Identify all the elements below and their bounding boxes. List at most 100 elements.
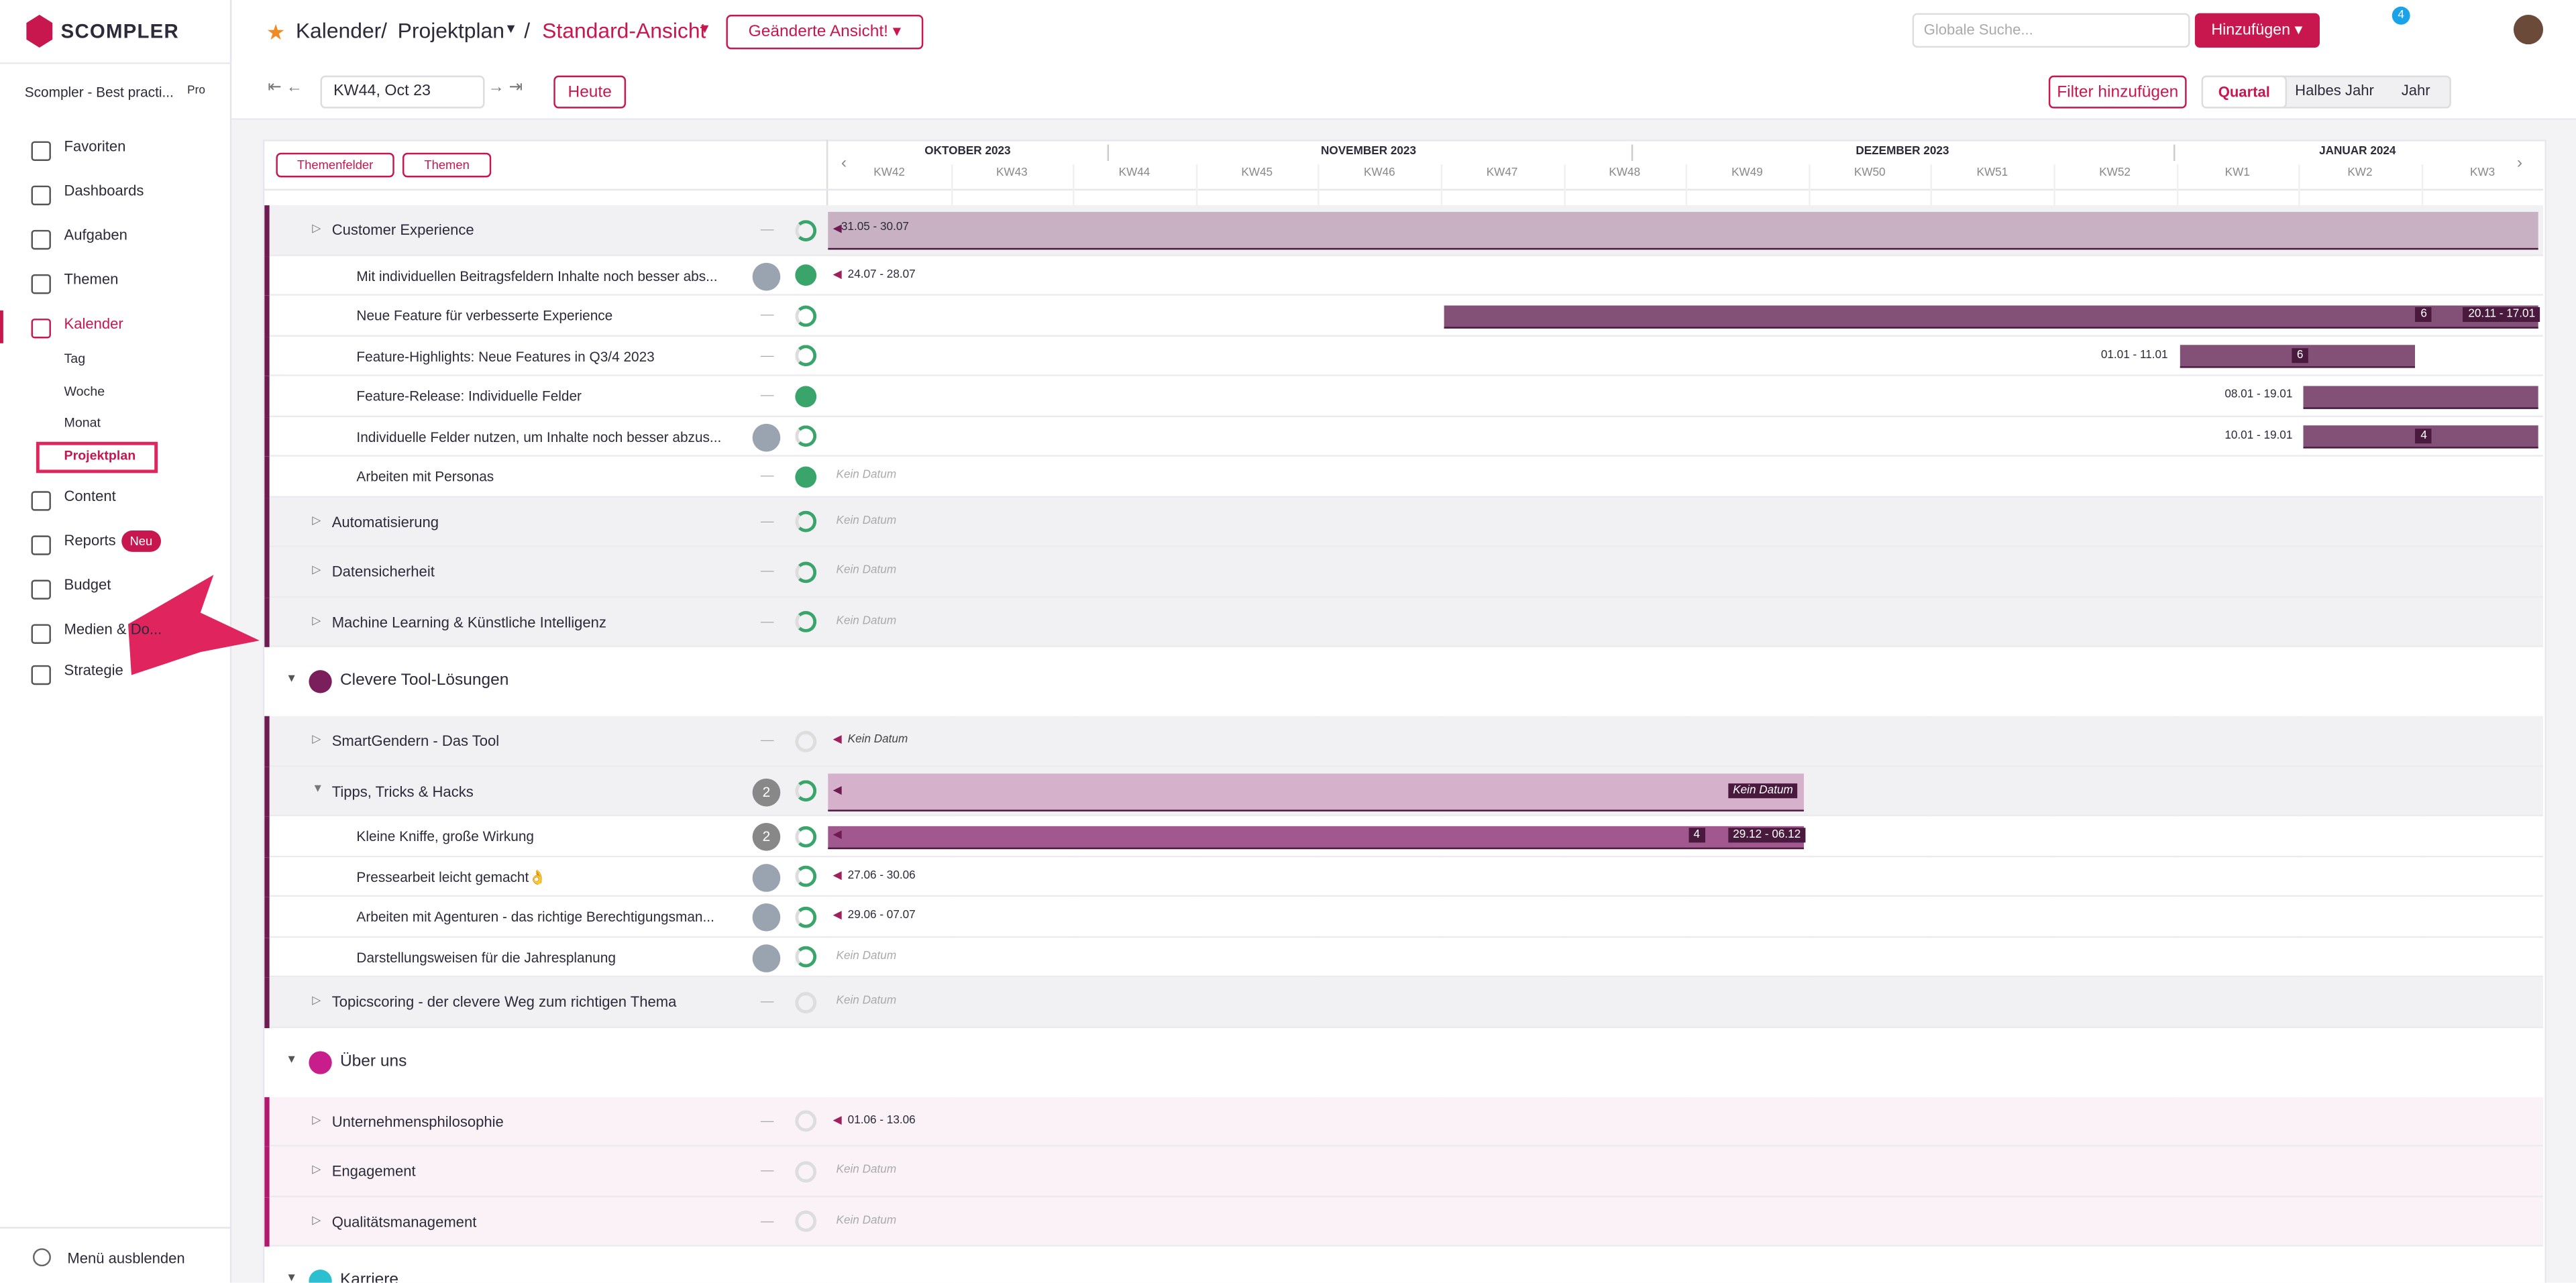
expander[interactable]: ▼ [286, 1272, 298, 1283]
row-accent [264, 456, 270, 497]
row [264, 376, 2544, 416]
sub-item[interactable]: Woche [64, 384, 105, 400]
sub-item[interactable]: Projektplan [64, 448, 136, 463]
filter[interactable]: Filter hinzufügen [2048, 75, 2187, 109]
expander[interactable]: ▷ [312, 223, 321, 235]
expander[interactable]: ▼ [312, 783, 324, 795]
row-accent [264, 816, 270, 857]
row-label[interactable]: Arbeiten mit Agenturen - das richtige Be… [356, 908, 714, 926]
row-label[interactable]: Darstellungsweisen für die Jahresplanung [356, 948, 616, 966]
status [795, 826, 817, 848]
row [264, 416, 2544, 457]
nav-arrows[interactable]: → ⇥ [488, 78, 523, 97]
expander[interactable]: ▷ [312, 1115, 321, 1127]
group-label[interactable]: Karriere [339, 1271, 399, 1283]
nav-arrows[interactable]: ⇤ ← [268, 78, 303, 97]
crumb[interactable]: Projektplan [397, 17, 504, 43]
prev[interactable]: ‹ [841, 154, 847, 173]
row-accent [264, 1096, 270, 1147]
empty: — [760, 347, 774, 363]
expander[interactable]: ▷ [312, 565, 321, 577]
pointer: ◀ [833, 785, 842, 797]
row [264, 1096, 2544, 1147]
row-label[interactable]: Topicscoring - der clevere Weg zum richt… [331, 994, 677, 1011]
row-label[interactable]: Kleine Kniffe, große Wirkung [356, 828, 535, 845]
nav-icon [31, 579, 51, 600]
status [795, 425, 817, 447]
expander[interactable]: ▷ [312, 1215, 321, 1227]
status [795, 991, 817, 1013]
row-accent [264, 496, 270, 547]
search[interactable]: Globale Suche... [1912, 13, 2190, 48]
nav-item[interactable]: Budget [64, 576, 111, 594]
group-label[interactable]: Über uns [339, 1052, 407, 1070]
week-picker[interactable]: KW44, Oct 23 [320, 75, 485, 109]
next[interactable]: › [2516, 154, 2523, 173]
date-label: 24.07 - 28.07 [847, 269, 916, 281]
avatar[interactable] [2513, 15, 2544, 45]
group-label[interactable]: Clevere Tool-Lösungen [339, 671, 509, 690]
view-option[interactable]: Jahr [2401, 82, 2430, 99]
nav-item[interactable]: Favoriten [64, 137, 126, 155]
view-option[interactable]: Quartal [2201, 75, 2287, 109]
empty: — [760, 388, 774, 403]
nav-item[interactable]: Reports [64, 532, 116, 549]
row-label[interactable]: Unternehmensphilosophie [331, 1113, 504, 1130]
field-button[interactable]: Themen [402, 152, 492, 178]
row-label[interactable]: Neue Feature für verbesserte Experience [356, 307, 613, 325]
nav-icon [31, 535, 51, 555]
nav-item[interactable]: Aufgaben [64, 226, 127, 243]
nav-item[interactable]: Themen [64, 271, 119, 288]
bar [1444, 304, 2539, 329]
row-label[interactable]: Feature-Release: Individuelle Felder [356, 388, 582, 405]
sub-item[interactable]: Tag [64, 351, 86, 367]
field-button[interactable]: Themenfelder [276, 152, 394, 178]
expander[interactable]: ▷ [312, 995, 321, 1007]
row-label[interactable]: Automatisierung [331, 513, 439, 531]
workspace[interactable]: Scompler - Best practi... [24, 83, 174, 101]
row-label[interactable]: Individuelle Felder nutzen, um Inhalte n… [356, 428, 722, 445]
nav-icon [31, 319, 51, 339]
separator: / [524, 17, 531, 43]
row-label[interactable]: Mit individuellen Beitragsfeldern Inhalt… [356, 267, 718, 284]
collapse-menu[interactable]: Menü ausblenden [67, 1249, 185, 1267]
add-button[interactable]: Hinzufügen ▾ [2194, 13, 2320, 48]
row-label[interactable]: Engagement [331, 1163, 416, 1180]
status [795, 611, 817, 633]
expander[interactable]: ▷ [312, 734, 321, 746]
crumb[interactable]: Standard-Ansicht [542, 17, 706, 43]
arrow [128, 575, 260, 675]
row-label[interactable]: Datensicherheit [331, 563, 435, 581]
changed-view[interactable]: Geänderte Ansicht! ▾ [726, 15, 924, 50]
group-row [264, 1246, 2544, 1283]
today[interactable]: Heute [553, 75, 627, 109]
view-option[interactable]: Halbes Jahr [2295, 82, 2374, 99]
row-label[interactable]: Arbeiten mit Personas [356, 468, 494, 486]
row-label[interactable]: Feature-Highlights: Neue Features in Q3/… [356, 347, 655, 365]
sub-item[interactable]: Monat [64, 415, 101, 431]
row-label[interactable]: Customer Experience [331, 222, 474, 239]
status [795, 730, 817, 752]
row-accent [264, 977, 270, 1027]
week-label: KW47 [1486, 167, 1518, 179]
row-label[interactable]: SmartGendern - Das Tool [331, 732, 500, 750]
crumb[interactable]: Kalender [295, 17, 382, 43]
nav-item[interactable]: Medien & Do... [64, 620, 162, 638]
nav-item[interactable]: Kalender [64, 315, 123, 332]
row-accent [264, 255, 270, 296]
nav-item[interactable]: Dashboards [64, 182, 144, 199]
expander[interactable]: ▷ [312, 515, 321, 527]
nav-icon [31, 185, 51, 206]
expander[interactable]: ▷ [312, 1164, 321, 1177]
row-label[interactable]: Pressearbeit leicht gemacht👌 [356, 868, 547, 885]
row-label[interactable]: Qualitätsmanagement [331, 1213, 477, 1230]
nav-icon [31, 274, 51, 294]
row-label[interactable]: Machine Learning & Künstliche Intelligen… [331, 614, 606, 630]
expander[interactable]: ▼ [286, 673, 298, 685]
nav-item[interactable]: Content [64, 488, 116, 504]
date-label: 01.01 - 11.01 [2100, 349, 2168, 361]
row-label[interactable]: Tipps, Tricks & Hacks [331, 783, 474, 800]
expander[interactable]: ▷ [312, 615, 321, 627]
expander[interactable]: ▼ [286, 1054, 298, 1066]
nav-item[interactable]: Strategie [64, 661, 123, 679]
